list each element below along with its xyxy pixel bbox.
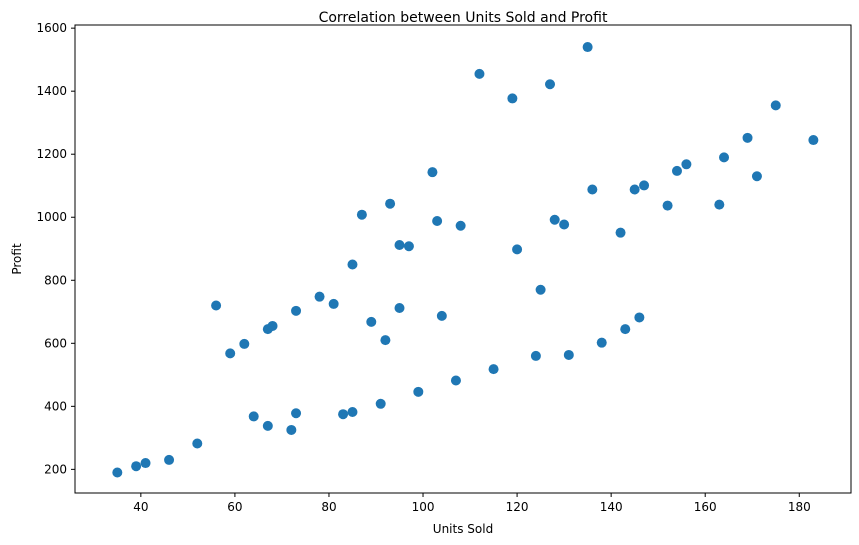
data-point (413, 386, 424, 397)
x-tick-label: 180 (788, 500, 811, 514)
data-point (662, 200, 673, 211)
x-axis-label: Units Sold (433, 522, 493, 536)
x-tick-label: 100 (412, 500, 435, 514)
data-point (751, 171, 762, 182)
data-point (450, 375, 461, 386)
data-point (432, 216, 443, 227)
data-point (512, 244, 523, 255)
chart-title: Correlation between Units Sold and Profi… (319, 10, 608, 26)
data-point (507, 93, 518, 104)
x-tick-label: 80 (321, 500, 336, 514)
data-point (620, 324, 631, 335)
data-point (549, 214, 560, 225)
data-point (681, 159, 692, 170)
y-tick-label: 400 (44, 399, 67, 413)
data-point (587, 184, 598, 195)
y-tick-label: 600 (44, 336, 67, 350)
data-point (770, 100, 781, 111)
data-point (474, 68, 485, 79)
y-tick-label: 200 (44, 462, 67, 476)
data-point (267, 320, 278, 331)
data-point (328, 298, 339, 309)
data-point (719, 152, 730, 163)
data-point (347, 259, 358, 270)
data-point (582, 42, 593, 53)
data-point (714, 199, 725, 210)
data-point (615, 227, 626, 238)
data-point (488, 364, 499, 375)
data-point (192, 438, 203, 449)
data-point (347, 407, 358, 418)
data-point (808, 135, 819, 146)
data-point (140, 458, 151, 469)
data-point (427, 167, 438, 178)
data-point (380, 335, 391, 346)
data-point (742, 132, 753, 143)
x-tick-label: 60 (227, 500, 242, 514)
y-tick-label: 1400 (36, 84, 67, 98)
data-point (545, 79, 556, 90)
data-point (436, 310, 447, 321)
data-point (530, 350, 541, 361)
data-point (356, 209, 367, 220)
plot-frame (74, 24, 852, 494)
data-point (314, 291, 325, 302)
data-points (112, 42, 819, 478)
x-tick-label: 140 (600, 500, 623, 514)
y-axis-label: Profit (10, 243, 24, 275)
y-tick-label: 1000 (36, 210, 67, 224)
data-point (596, 337, 607, 348)
data-point (112, 467, 123, 478)
data-point (403, 241, 414, 252)
y-tick-label: 1600 (36, 21, 67, 35)
data-point (385, 198, 396, 209)
data-point (164, 454, 175, 465)
data-point (291, 305, 302, 316)
data-point (262, 420, 273, 431)
data-point (225, 348, 236, 359)
y-tick-label: 800 (44, 273, 67, 287)
data-point (535, 284, 546, 295)
data-point (239, 338, 250, 349)
y-tick-label: 1200 (36, 147, 67, 161)
data-point (211, 300, 222, 311)
data-point (455, 220, 466, 231)
data-point (629, 184, 640, 195)
data-point (338, 409, 349, 420)
data-point (286, 424, 297, 435)
data-point (559, 219, 570, 230)
data-point (634, 312, 645, 323)
x-tick-label: 120 (506, 500, 529, 514)
data-point (394, 303, 405, 314)
x-tick-label: 40 (133, 500, 148, 514)
data-point (394, 239, 405, 250)
data-point (131, 461, 142, 472)
data-point (248, 411, 259, 422)
data-point (639, 180, 650, 191)
data-point (375, 398, 386, 409)
data-point (366, 316, 377, 327)
data-point (671, 165, 682, 176)
data-point (291, 408, 302, 419)
data-point (563, 349, 574, 360)
x-tick-label: 160 (694, 500, 717, 514)
axis-ticks: 40 60 80 100 120 140 160 180 200 400 600 800 1000 120… (36, 21, 810, 514)
